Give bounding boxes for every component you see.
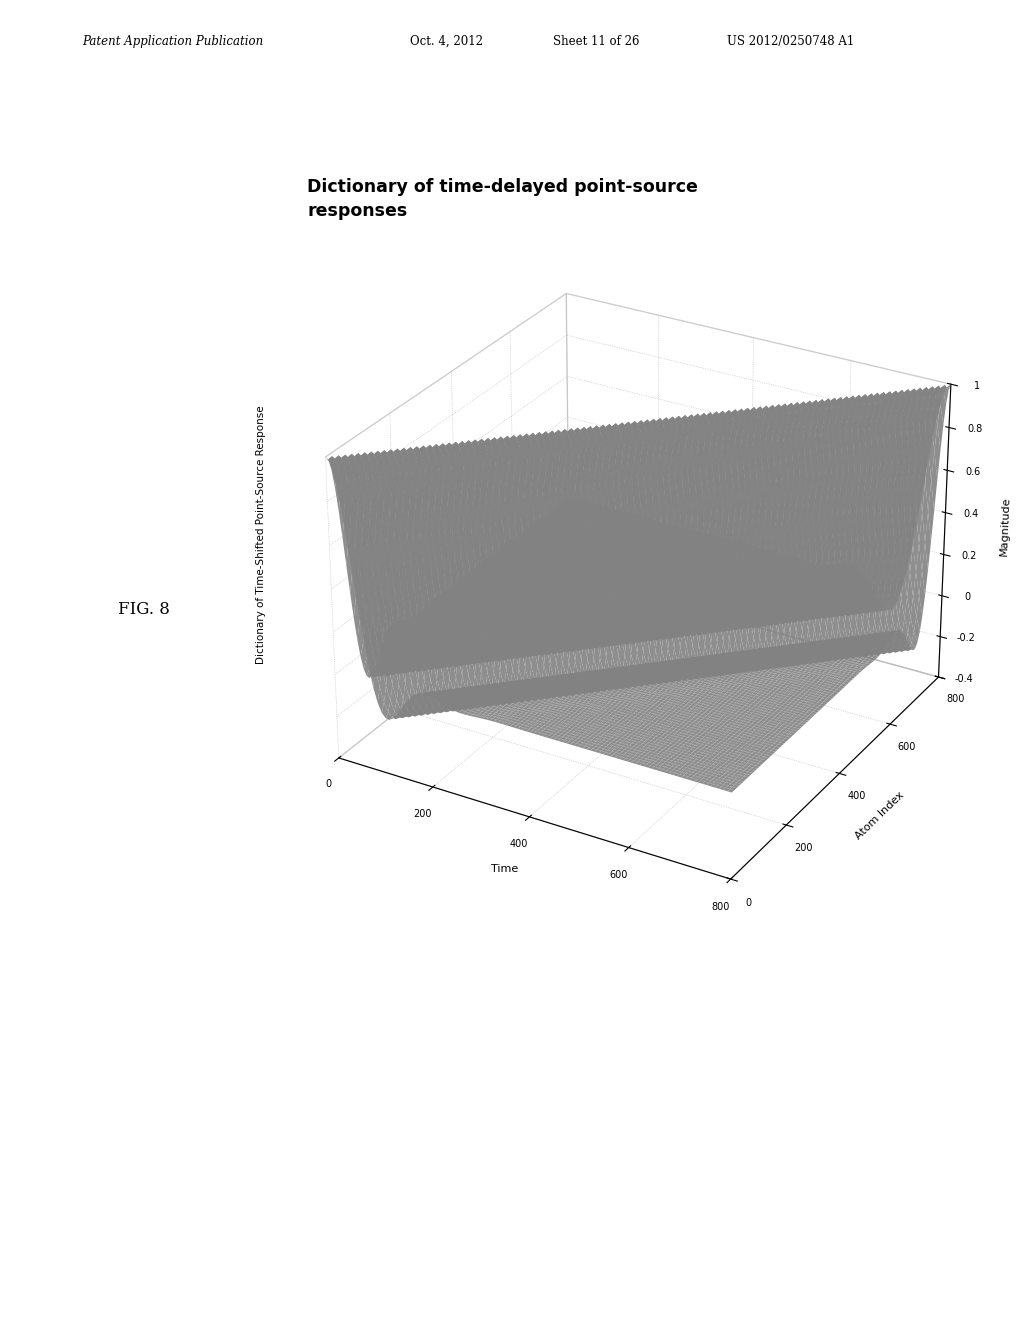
Text: Oct. 4, 2012: Oct. 4, 2012 xyxy=(410,34,482,48)
Text: Dictionary of Time-Shifted Point-Source Response: Dictionary of Time-Shifted Point-Source … xyxy=(256,405,266,664)
Y-axis label: Atom Index: Atom Index xyxy=(854,789,906,841)
Text: US 2012/0250748 A1: US 2012/0250748 A1 xyxy=(727,34,854,48)
Text: Patent Application Publication: Patent Application Publication xyxy=(82,34,263,48)
X-axis label: Time: Time xyxy=(492,865,518,874)
Text: FIG. 8: FIG. 8 xyxy=(118,601,170,618)
Text: Dictionary of time-delayed point-source
responses: Dictionary of time-delayed point-source … xyxy=(307,178,698,220)
Text: Sheet 11 of 26: Sheet 11 of 26 xyxy=(553,34,639,48)
